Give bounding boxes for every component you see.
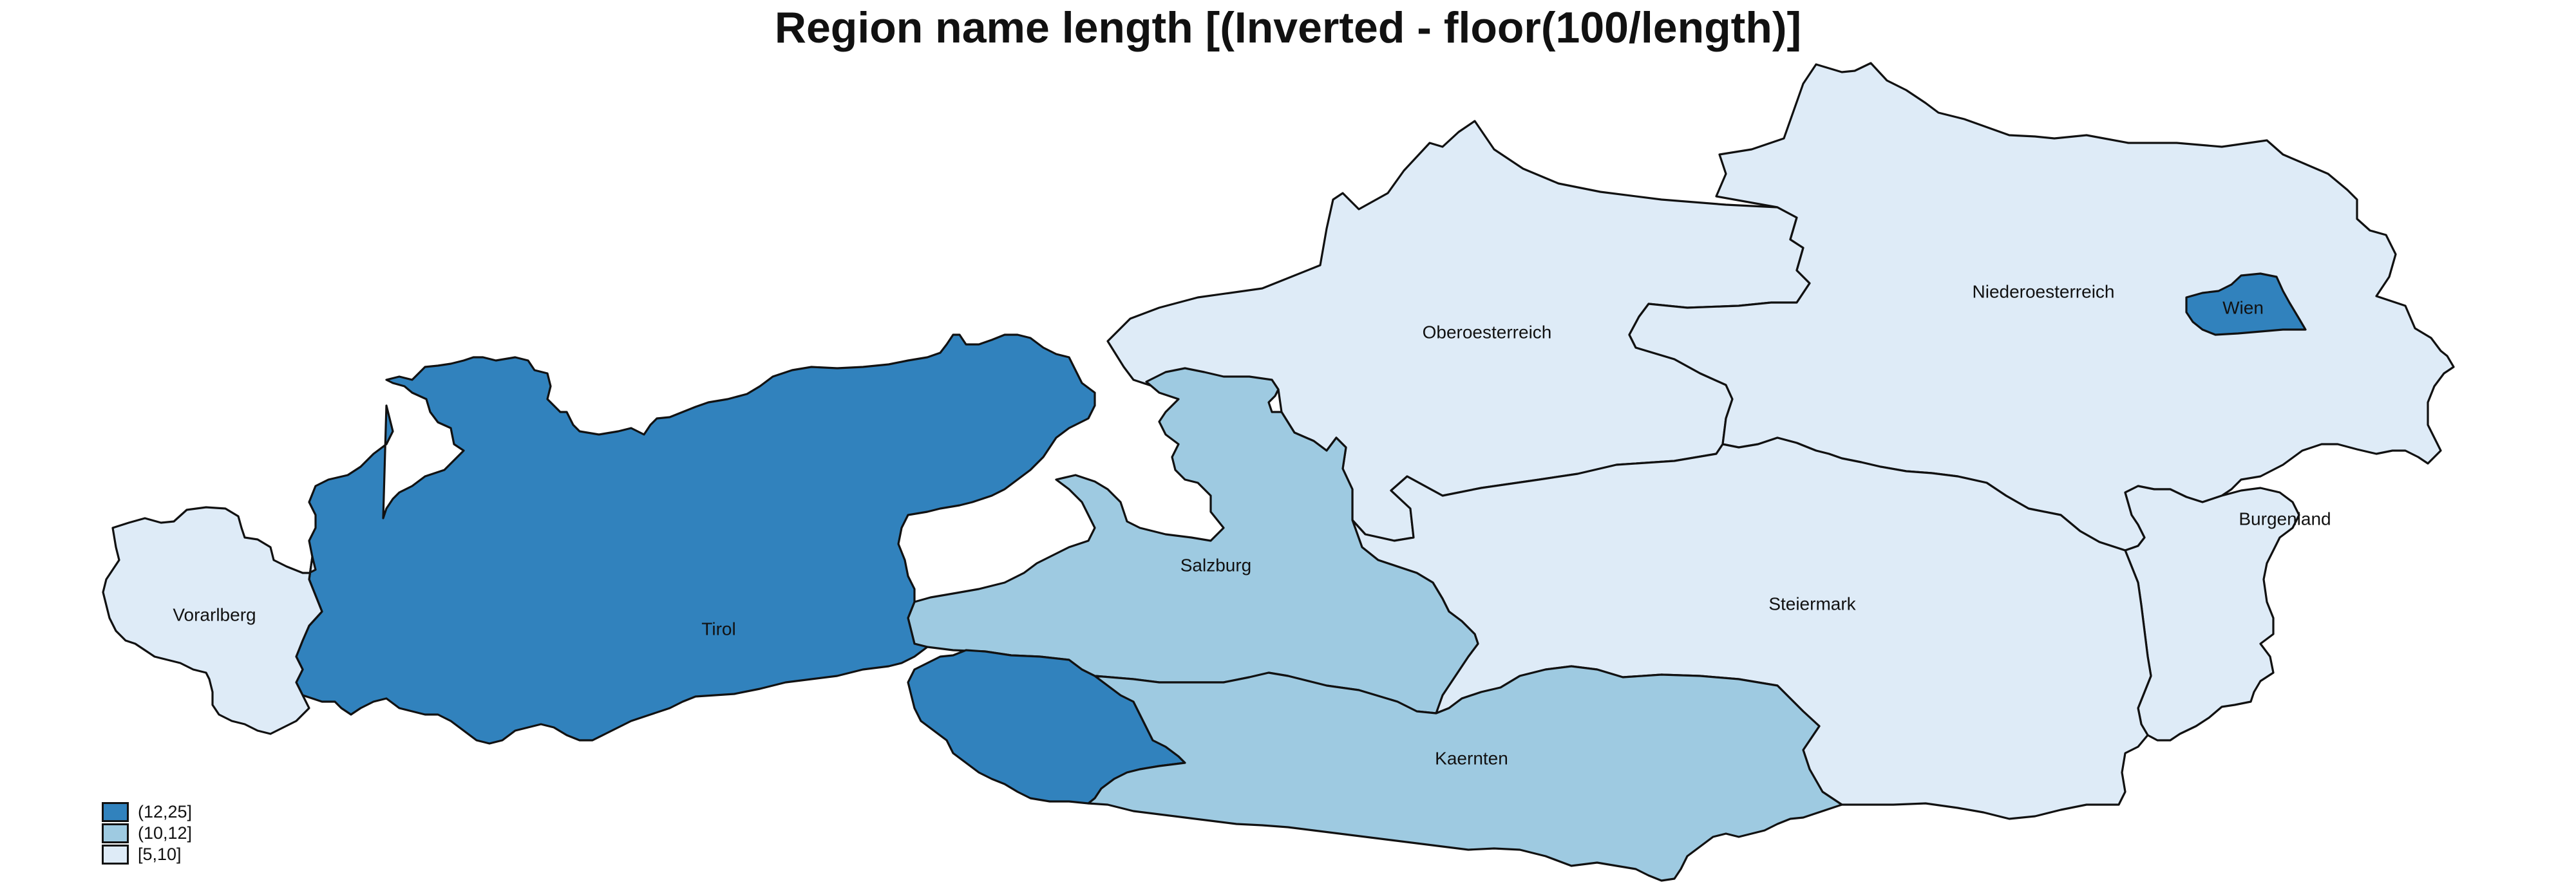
region-label-kaernten: Kaernten: [1435, 748, 1508, 768]
region-label-burgenland: Burgenland: [2239, 509, 2331, 529]
region-niederoesterreich[interactable]: [1628, 62, 2455, 552]
region-tirol[interactable]: [295, 333, 1096, 745]
map-title: Region name length [(Inverted - floor(10…: [774, 3, 1802, 52]
region-label-steiermark: Steiermark: [1768, 594, 1856, 613]
region-label-vorarlberg: Vorarlberg: [173, 604, 256, 624]
region-wien[interactable]: [2185, 272, 2307, 336]
legend-swatch: [102, 845, 129, 865]
region-label-tirol: Tirol: [701, 619, 735, 639]
legend-item: (12,25]: [102, 801, 192, 823]
legend-label: (12,25]: [138, 802, 193, 821]
legend-label: [5,10]: [138, 845, 182, 864]
region-label-oberoesterreich: Oberoesterreich: [1423, 322, 1552, 342]
region-label-niederoesterreich: Niederoesterreich: [1973, 281, 2115, 301]
legend-swatch: [102, 802, 129, 822]
legend-label: (10,12]: [138, 823, 193, 843]
legend-item: [5,10]: [102, 844, 192, 865]
region-kaernten[interactable]: [1081, 665, 1843, 882]
region-label-salzburg: Salzburg: [1180, 555, 1252, 575]
region-vorarlberg[interactable]: [102, 506, 323, 735]
region-label-wien: Wien: [2222, 297, 2264, 317]
map-legend: (12,25] (10,12] [5,10]: [102, 801, 192, 865]
legend-swatch: [102, 823, 129, 843]
legend-item: (10,12]: [102, 823, 192, 844]
